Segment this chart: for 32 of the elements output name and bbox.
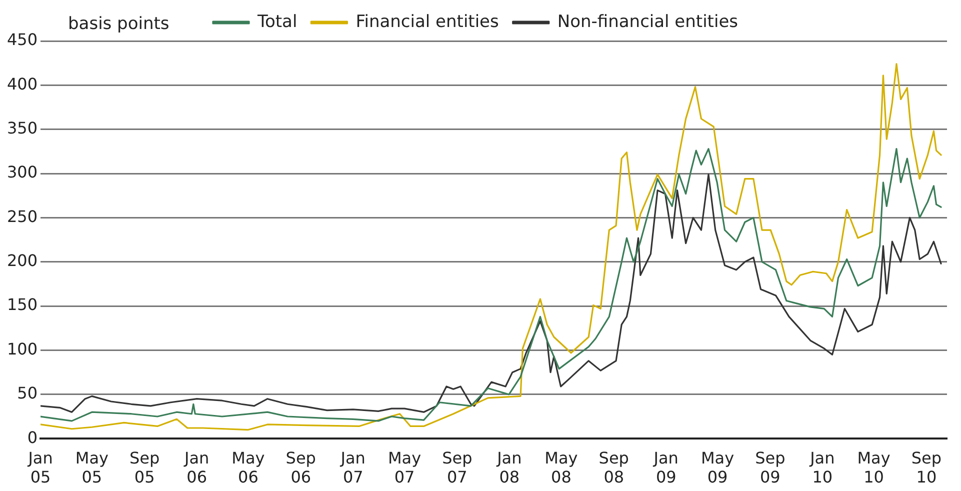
legend-label: Total xyxy=(256,12,298,32)
x-tick-label: Jan 07 xyxy=(340,448,366,487)
x-tick-label: Jan 06 xyxy=(183,448,210,487)
y-tick-label: 100 xyxy=(6,339,38,358)
x-tick-label: Jan 09 xyxy=(652,448,678,487)
x-tick-label: May 06 xyxy=(232,448,265,487)
x-tick-label: Sep 07 xyxy=(442,448,472,487)
x-tick-label: Jan 05 xyxy=(27,448,53,487)
y-axis-title: basis points xyxy=(68,14,170,34)
x-tick-label: May 10 xyxy=(857,448,890,487)
y-tick-label: 150 xyxy=(6,295,38,314)
y-tick-label: 450 xyxy=(6,30,38,50)
x-tick-label: Sep 05 xyxy=(130,448,160,487)
y-tick-label: 400 xyxy=(6,74,38,94)
x-tick-label: Sep 09 xyxy=(755,448,786,487)
x-tick-label: May 08 xyxy=(544,448,578,487)
x-tick-label: Sep 08 xyxy=(598,448,629,487)
y-tick-label: 250 xyxy=(6,206,38,226)
y-tick-label: 50 xyxy=(17,384,38,403)
x-tick-label: Jan 10 xyxy=(809,448,835,487)
x-tick-label: May 09 xyxy=(700,448,734,487)
legend-label: Financial entities xyxy=(356,12,500,32)
x-tick-label: Sep 06 xyxy=(286,448,316,487)
y-tick-label: 0 xyxy=(27,428,38,447)
y-tick-label: 200 xyxy=(6,251,38,270)
legend-label: Non-financial entities xyxy=(557,12,738,32)
x-tick-label: Sep 10 xyxy=(911,448,942,487)
x-tick-label: Jan 08 xyxy=(496,448,522,487)
y-tick-label: 350 xyxy=(6,118,38,138)
y-tick-label: 300 xyxy=(6,162,38,182)
x-tick-label: May 05 xyxy=(75,448,108,487)
x-tick-label: May 07 xyxy=(388,448,422,487)
